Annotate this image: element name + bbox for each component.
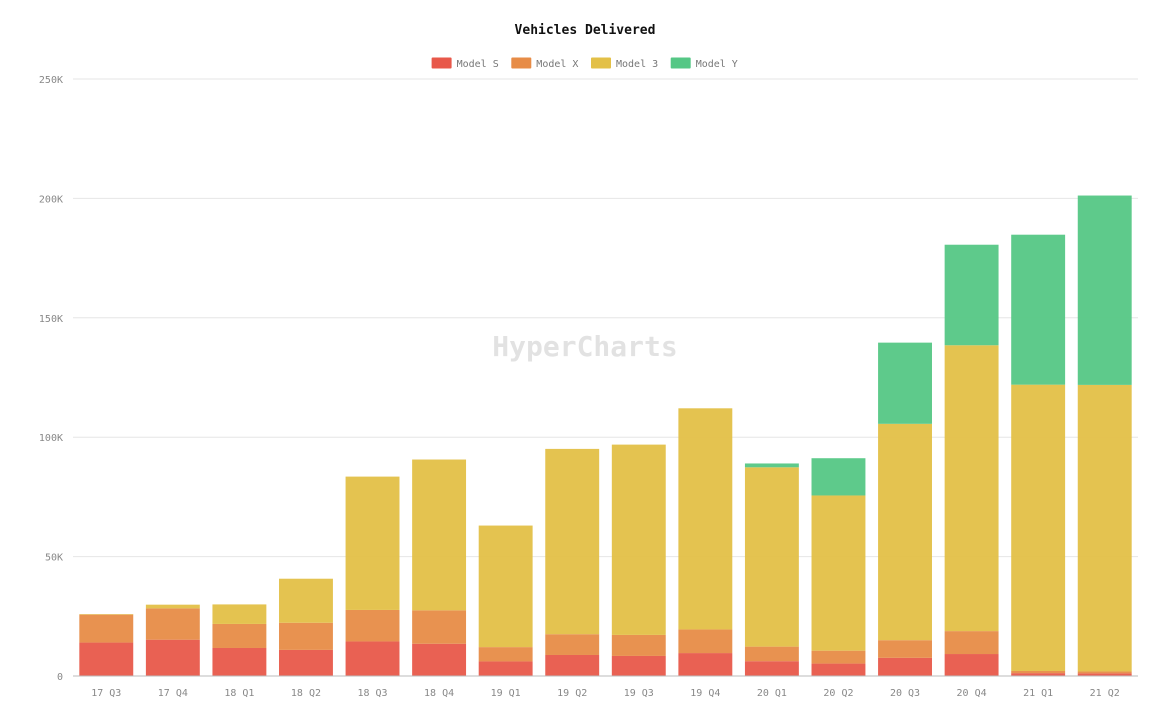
bar-segment (478, 525, 533, 648)
x-tick-label: 20 Q4 (957, 688, 987, 699)
bar-segment (345, 609, 400, 642)
bar-segment (611, 444, 666, 635)
bar-segment (1077, 673, 1132, 676)
bar-segment (944, 244, 999, 346)
bar-segment (345, 476, 400, 610)
bar-segment (878, 640, 932, 658)
bar-segment (878, 342, 932, 424)
bar-segment (811, 495, 866, 651)
legend-label: Model X (536, 59, 578, 70)
bar-segment (678, 629, 733, 654)
bar-segment (212, 623, 267, 648)
legend: Model S Model X Model 3 Model Y (431, 57, 738, 70)
y-tick-label: 50K (45, 553, 63, 564)
bar-segment (944, 345, 999, 632)
x-tick-label: 18 Q3 (357, 688, 387, 699)
bar-segment (1011, 384, 1066, 671)
x-tick-label: 17 Q3 (91, 688, 121, 699)
legend-swatch (591, 57, 611, 69)
bar-segment (744, 467, 799, 647)
legend-swatch (670, 57, 691, 69)
x-tick-label: 19 Q4 (690, 688, 720, 699)
x-axis-ticks: 17 Q3 17 Q4 18 Q1 18 Q2 18 Q3 18 Q4 19 Q1 19 Q2… (91, 688, 1120, 699)
bar-segment (1011, 673, 1066, 676)
bars (79, 195, 1132, 676)
legend-label: Model 3 (616, 59, 658, 70)
x-tick-label: 20 Q1 (757, 688, 787, 699)
bar-segment (1011, 670, 1066, 674)
y-tick-label: 250K (39, 75, 63, 86)
legend-swatch (431, 57, 452, 69)
x-tick-label: 20 Q2 (823, 688, 853, 699)
x-tick-label: 19 Q1 (491, 688, 521, 699)
legend-swatch (511, 57, 532, 69)
bar-segment (79, 614, 134, 615)
bar-segment (545, 448, 600, 635)
legend-label: Model S (457, 59, 499, 70)
x-tick-label: 21 Q1 (1023, 688, 1053, 699)
bar-segment (1077, 671, 1132, 674)
bar-segment (678, 408, 733, 630)
x-tick-label: 18 Q4 (424, 688, 454, 699)
bar-segment (811, 458, 866, 496)
y-axis-ticks: 0 50K 100K 150K 200K 250K (39, 75, 63, 683)
bar-segment (345, 641, 400, 676)
bar-segment (744, 646, 799, 662)
bar-segment (212, 604, 267, 624)
bar-segment (145, 639, 200, 676)
bar-segment (944, 654, 999, 676)
bar-segment (478, 647, 533, 662)
x-tick-label: 21 Q2 (1090, 688, 1120, 699)
bar-segment (811, 663, 866, 676)
x-tick-label: 18 Q1 (224, 688, 254, 699)
bar-segment (1011, 234, 1066, 385)
bar-segment (878, 423, 932, 641)
y-tick-label: 200K (39, 194, 63, 205)
bar-segment (678, 653, 733, 676)
legend-label: Model Y (696, 59, 738, 70)
bar-segment (1077, 384, 1132, 672)
bar-segment (79, 614, 134, 643)
bar-segment (611, 634, 666, 656)
y-tick-label: 100K (39, 433, 63, 444)
bar-segment (145, 604, 200, 609)
bar-segment (944, 631, 999, 655)
bar-segment (478, 661, 533, 676)
x-tick-label: 18 Q2 (291, 688, 321, 699)
x-tick-label: 19 Q2 (557, 688, 587, 699)
bar-segment (545, 654, 600, 676)
bar-segment (744, 463, 799, 468)
bar-segment (145, 608, 200, 640)
x-tick-label: 17 Q4 (158, 688, 188, 699)
bar-segment (279, 649, 333, 676)
chart-watermark: HyperCharts (492, 330, 677, 363)
y-tick-label: 0 (57, 672, 63, 683)
bar-segment (279, 622, 333, 650)
chart-title: Vehicles Delivered (515, 23, 656, 38)
bar-segment (1077, 195, 1132, 385)
bar-segment (744, 661, 799, 676)
y-tick-label: 150K (39, 314, 63, 325)
bar-segment (412, 643, 467, 676)
bar-segment (212, 647, 267, 676)
bar-segment (279, 578, 333, 623)
bar-segment (412, 459, 467, 611)
bar-segment (79, 642, 134, 676)
bar-segment (545, 634, 600, 655)
bar-segment (611, 655, 666, 676)
bar-segment (811, 650, 866, 664)
bar-segment (878, 657, 932, 676)
x-tick-label: 19 Q3 (624, 688, 654, 699)
bar-segment (412, 610, 467, 644)
x-tick-label: 20 Q3 (890, 688, 920, 699)
